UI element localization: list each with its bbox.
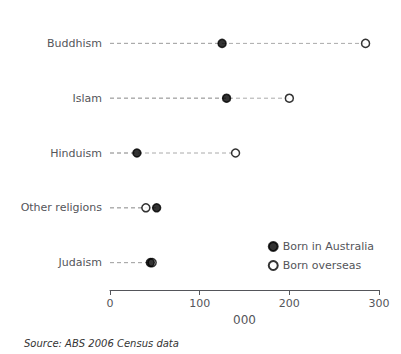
svg-text:100: 100 (189, 297, 210, 310)
svg-text:300: 300 (369, 297, 390, 310)
svg-text:Buddhism: Buddhism (47, 37, 102, 50)
svg-text:200: 200 (279, 297, 300, 310)
svg-text:Islam: Islam (73, 92, 103, 105)
svg-text:Hinduism: Hinduism (50, 147, 102, 160)
svg-text:Other religions: Other religions (21, 201, 103, 214)
svg-text:Source: ABS 2006 Census data: Source: ABS 2006 Census data (24, 338, 179, 349)
svg-text:Born overseas: Born overseas (283, 259, 362, 272)
svg-text:Judaism: Judaism (58, 256, 102, 269)
svg-text:Born in Australia: Born in Australia (283, 240, 374, 253)
svg-text:000: 000 (233, 313, 256, 327)
svg-text:0: 0 (107, 297, 114, 310)
